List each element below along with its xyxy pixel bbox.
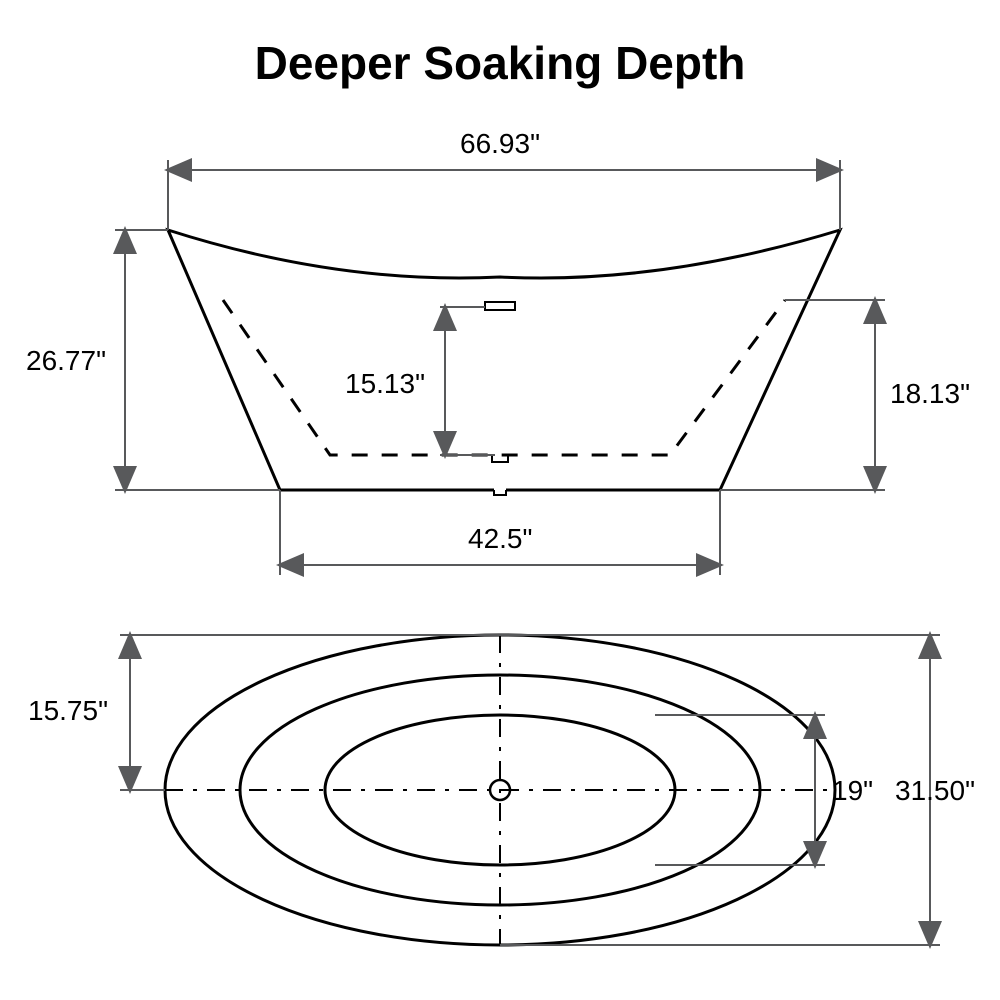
overflow-icon	[485, 302, 515, 310]
dim-right-height-label: 18.13"	[890, 378, 970, 410]
dim-left-height-label: 26.77"	[26, 345, 106, 377]
dim-plan-left-label: 15.75"	[28, 695, 108, 727]
dim-base-width-label: 42.5"	[468, 523, 532, 555]
side-inner-dashed	[223, 300, 785, 455]
dim-top-width-label: 66.93"	[460, 128, 540, 160]
diagram-canvas: Deeper Soaking Depth	[0, 0, 1000, 1000]
dim-plan-outer-label: 31.50"	[895, 775, 975, 807]
dim-plan-inner-label: 19"	[832, 775, 873, 807]
dim-inner-depth-label: 15.13"	[345, 368, 425, 400]
